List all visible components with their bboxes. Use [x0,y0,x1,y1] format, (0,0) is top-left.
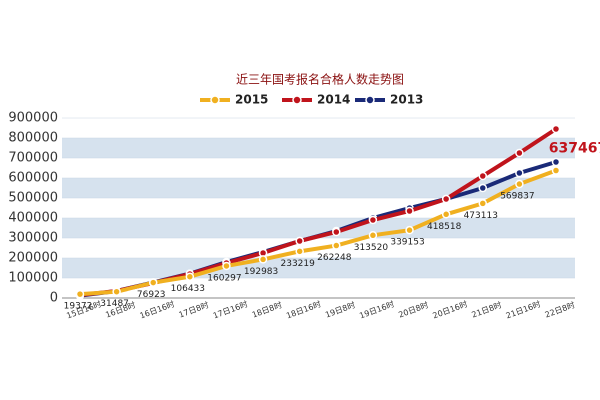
grid-band [62,178,575,198]
point [441,210,451,219]
x-tick-label: 16日16时 [138,299,176,321]
series-line [79,168,557,297]
y-tick-label: 300000 [8,231,58,246]
legend-label: 2015 [235,93,268,107]
y-tick-label: 800000 [8,131,58,146]
x-tick-label: 22日8时 [543,299,576,319]
data-label: 31487 [100,299,129,309]
point [515,168,524,178]
point [258,255,268,264]
point [515,179,524,189]
point [75,289,85,299]
y-tick-label: 900000 [8,111,58,126]
legend-marker [365,95,375,105]
point [478,183,488,193]
data-label: 76923 [137,290,166,300]
grid-band [62,218,575,238]
point [148,278,158,287]
point [551,157,561,167]
data-label: 19372 [64,302,93,312]
point [332,227,341,237]
point [478,199,488,208]
point [405,206,414,216]
point [332,241,341,250]
point [185,272,195,281]
y-tick-label: 600000 [8,171,58,186]
legend-marker [292,95,302,105]
point [441,194,451,204]
point [368,231,378,240]
x-tick-label: 17日8时 [177,299,210,319]
chart-title: 近三年国考报名合格人数走势图 [236,72,404,87]
point [405,225,414,235]
data-label: 418518 [427,222,462,232]
data-label: 192983 [244,267,278,277]
x-tick-label: 18日16时 [285,299,323,321]
y-tick-label: 100000 [8,271,58,286]
x-tick-label: 17日16时 [211,299,249,321]
point [368,215,378,225]
point [222,261,231,271]
data-label: 637467 [549,141,600,157]
data-label: 569837 [500,192,534,202]
point [478,171,488,181]
point [295,247,304,256]
y-tick-label: 700000 [8,151,58,166]
x-tick-label: 21日16时 [504,299,542,321]
x-tick-label: 21日8时 [470,299,503,319]
point [551,124,561,134]
x-tick-label: 20日16时 [431,299,469,321]
data-label: 106433 [171,284,205,294]
data-label: 160297 [207,273,241,283]
data-label: 339153 [390,238,424,248]
data-label: 473113 [464,211,498,221]
x-tick-label: 18日8时 [250,299,283,319]
data-label: 262248 [317,253,352,263]
x-tick-label: 19日16时 [358,299,396,321]
point [295,236,304,246]
legend-marker [210,95,220,105]
y-tick-label: 0 [50,291,58,306]
point [551,166,561,175]
legend-label: 2013 [390,93,423,107]
grid-band [62,138,575,158]
x-tick-label: 20日8时 [397,299,430,319]
point [515,148,524,158]
y-tick-label: 400000 [8,211,58,226]
legend-label: 2014 [317,93,350,107]
y-tick-label: 500000 [8,191,58,206]
data-label: 313520 [354,243,389,253]
y-tick-label: 200000 [8,251,58,266]
x-tick-label: 19日8时 [324,299,357,319]
data-label: 233219 [281,259,316,269]
point [112,287,121,296]
